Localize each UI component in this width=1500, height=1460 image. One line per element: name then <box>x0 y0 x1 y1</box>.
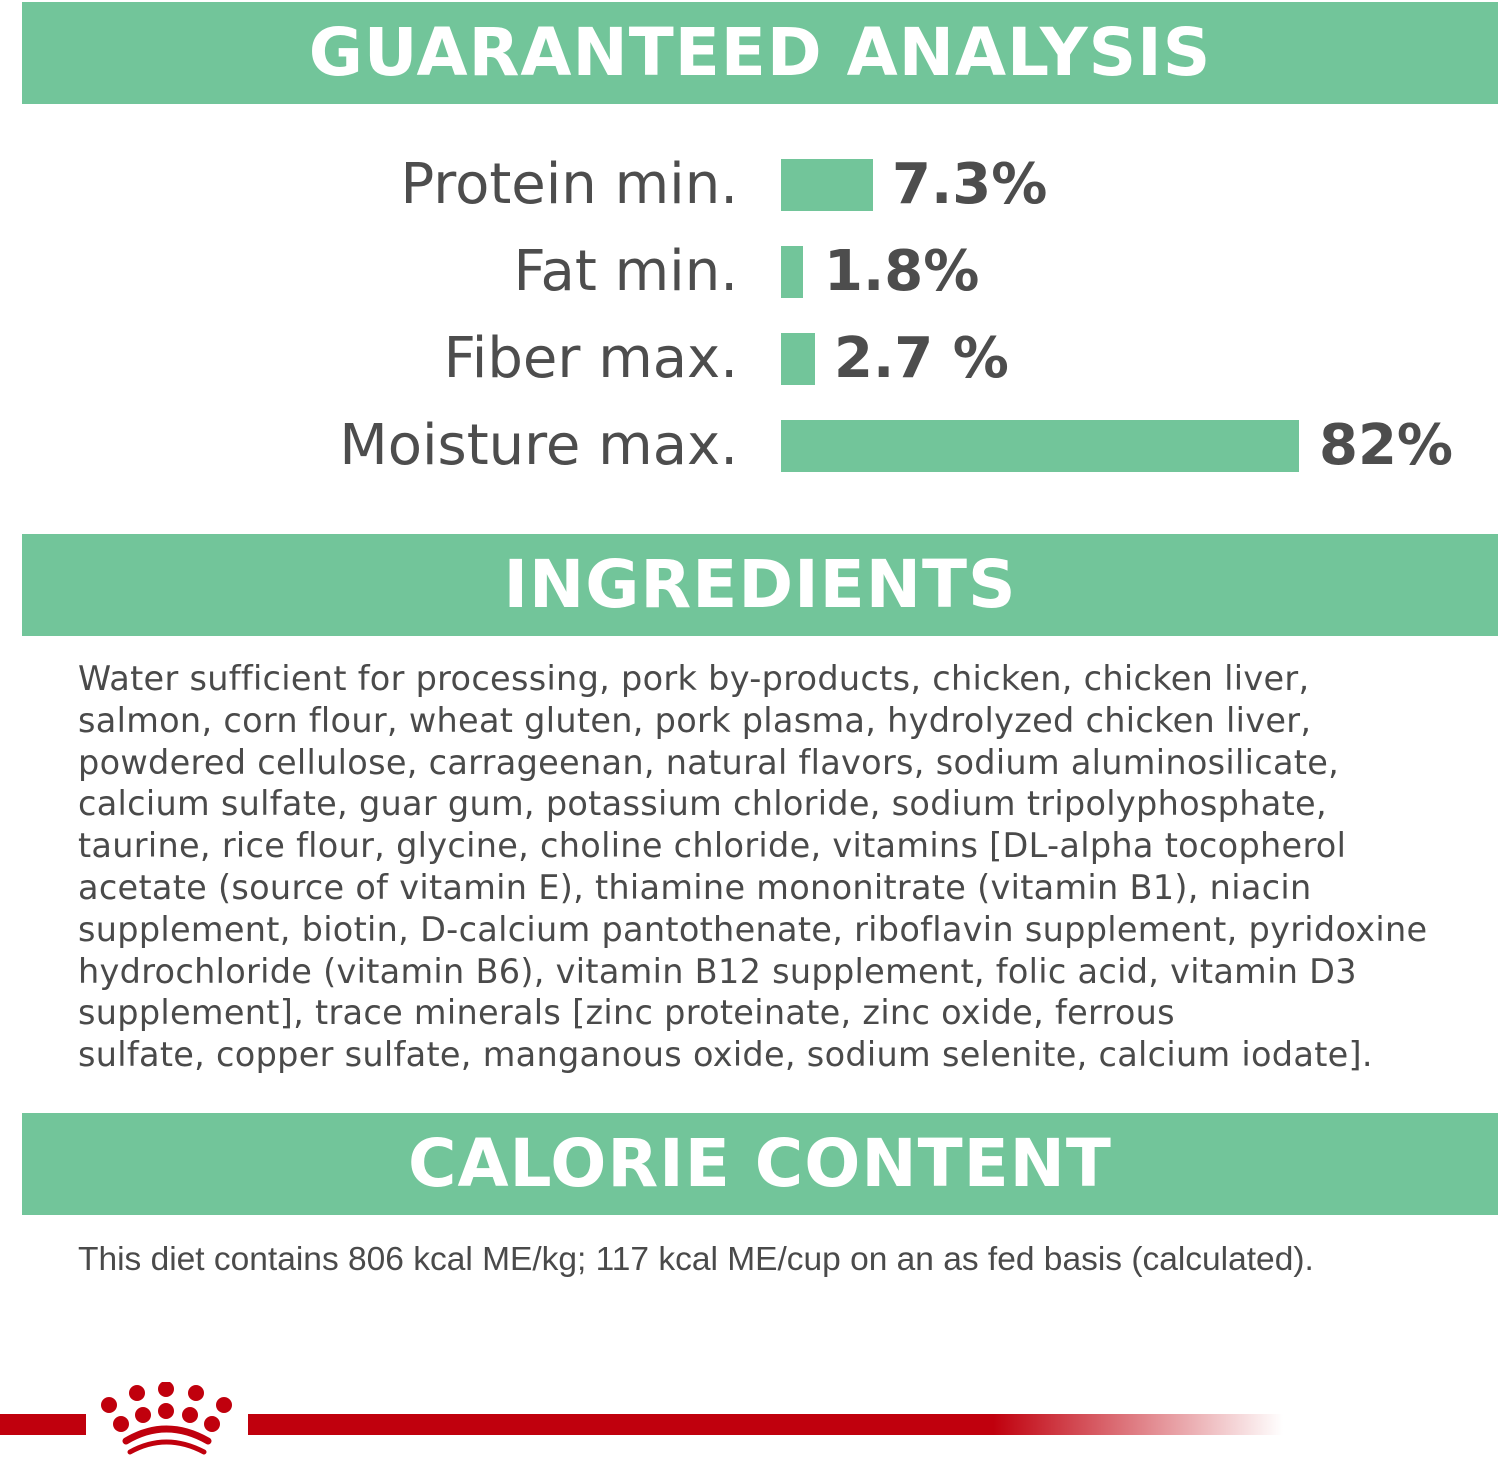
analysis-label: Fiber max. <box>443 326 738 391</box>
analysis-bar <box>781 159 873 211</box>
guaranteed-analysis-heading: GUARANTEED ANALYSIS <box>22 2 1498 104</box>
ingredients-line: supplement], trace minerals [zinc protei… <box>78 993 1175 1033</box>
analysis-value: 1.8% <box>824 239 980 304</box>
brand-line-right <box>248 1414 1283 1435</box>
analysis-row-fiber: Fiber max. 2.7 % <box>0 324 1500 394</box>
calorie-content-text: This diet contains 806 kcal ME/kg; 117 k… <box>78 1241 1314 1278</box>
analysis-value: 2.7 % <box>834 326 1009 391</box>
ingredients-line: taurine, rice flour, glycine, choline ch… <box>78 826 1347 866</box>
crown-logo-icon <box>101 1382 232 1455</box>
analysis-bar <box>781 420 1299 472</box>
analysis-row-protein: Protein min. 7.3% <box>0 150 1500 220</box>
ingredients-text: Water sufficient for processing, pork by… <box>78 658 1478 1076</box>
analysis-value: 7.3% <box>892 152 1048 217</box>
ingredients-line: salmon, corn flour, wheat gluten, pork p… <box>78 700 1312 740</box>
analysis-row-moisture: Moisture max. 82% <box>0 411 1500 481</box>
ingredients-line: hydrochloride (vitamin B6), vitamin B12 … <box>78 951 1357 991</box>
ingredients-line: supplement, biotin, D-calcium pantothena… <box>78 909 1428 949</box>
analysis-bar <box>781 333 815 385</box>
analysis-bar <box>781 246 803 298</box>
ingredients-line: Water sufficient for processing, pork by… <box>78 659 1310 698</box>
ingredients-line: sulfate, copper sulfate, manganous oxide… <box>78 1035 1373 1075</box>
ingredients-line: powdered cellulose, carrageenan, natural… <box>78 742 1340 782</box>
analysis-label: Fat min. <box>513 239 738 304</box>
calorie-content-heading: CALORIE CONTENT <box>22 1113 1498 1215</box>
analysis-row-fat: Fat min. 1.8% <box>0 237 1500 307</box>
ingredients-heading: INGREDIENTS <box>22 534 1498 636</box>
ingredients-line: acetate (source of vitamin E), thiamine … <box>78 867 1312 907</box>
analysis-label: Protein min. <box>400 152 738 217</box>
analysis-value: 82% <box>1319 413 1454 478</box>
analysis-label: Moisture max. <box>339 413 738 478</box>
brand-line-left <box>0 1414 86 1435</box>
ingredients-line: calcium sulfate, guar gum, potassium chl… <box>78 784 1327 824</box>
